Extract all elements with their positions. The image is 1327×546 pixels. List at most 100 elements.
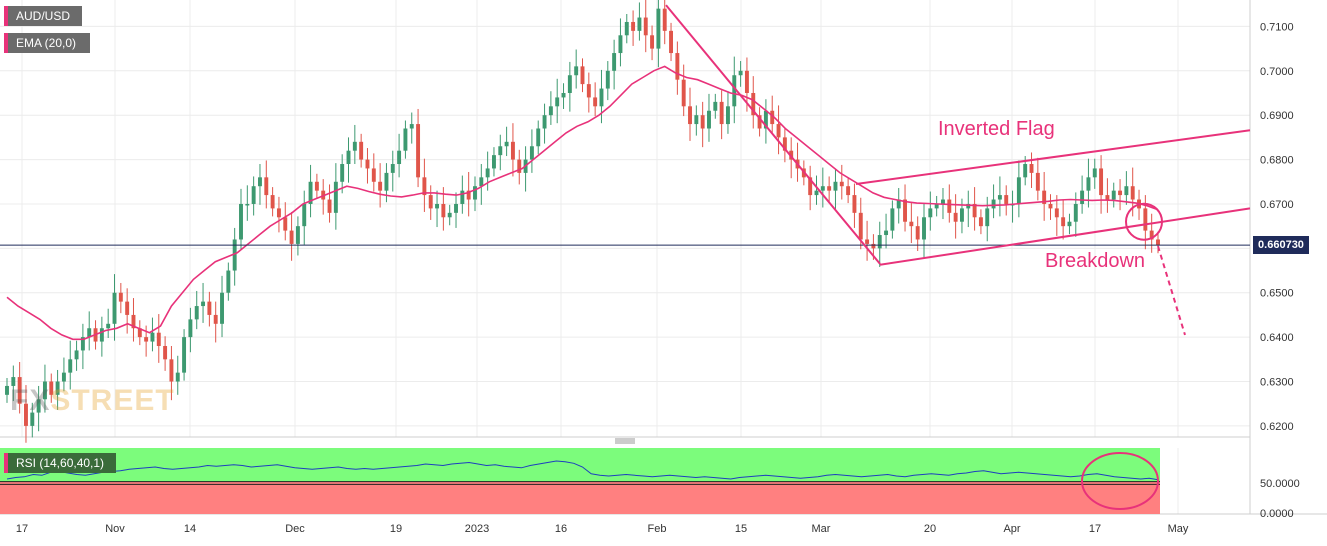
y-tick-label: 0.6700: [1260, 199, 1294, 211]
downtrend-line: [665, 4, 881, 265]
candle-body: [782, 137, 787, 151]
candle-body: [194, 306, 199, 320]
candle-body: [365, 159, 370, 169]
candle-body: [669, 30, 673, 54]
candle-body: [498, 146, 503, 156]
candle-body: [163, 346, 168, 360]
y-tick-label: 0.6300: [1260, 377, 1294, 389]
y-tick-label: 0.6400: [1260, 332, 1294, 344]
candle-body: [732, 75, 737, 107]
candle-body: [454, 203, 458, 213]
rsi-lower-zone: [0, 481, 1160, 514]
candle-body: [567, 75, 572, 93]
candle-body: [1004, 195, 1009, 204]
flag-upper-line: [855, 129, 1251, 185]
x-tick-label: 17: [1089, 523, 1101, 535]
candle-body: [87, 328, 92, 338]
candle-body: [403, 128, 408, 151]
candle-body: [144, 337, 149, 342]
candle-body: [283, 217, 288, 231]
candle-body: [922, 217, 926, 240]
candle-body: [1042, 190, 1047, 204]
candle-body: [61, 372, 66, 382]
candle-body: [17, 377, 22, 404]
legend-rsi[interactable]: RSI (14,60,40,1): [4, 453, 116, 473]
candle-body: [359, 141, 364, 160]
candle-body: [5, 385, 9, 395]
fxstreet-watermark: FXSTREET: [10, 384, 175, 418]
candle-body: [605, 70, 610, 89]
candle-body: [618, 35, 623, 54]
candle-body: [479, 177, 484, 187]
candle-body: [327, 199, 332, 213]
candle-body: [675, 53, 680, 80]
legend-pair-swatch: [4, 6, 8, 26]
candle-body: [340, 164, 345, 182]
candle-body: [865, 239, 870, 244]
candle-body: [409, 124, 414, 129]
candle-body: [251, 186, 256, 204]
x-tick-label: 19: [390, 523, 402, 535]
candle-body: [239, 203, 243, 240]
candle-body: [99, 328, 104, 342]
candle-body: [548, 106, 553, 116]
x-tick-label: Feb: [648, 523, 667, 535]
candle-body: [814, 190, 819, 196]
rsi-y-tick-label: 50.0000: [1260, 478, 1300, 490]
x-tick-label: Mar: [812, 523, 831, 535]
candle-body: [776, 124, 781, 138]
candle-body: [959, 208, 964, 222]
candle-body: [643, 17, 648, 36]
legend-ema-label: EMA (20,0): [16, 36, 77, 50]
legend-rsi-label: RSI (14,60,40,1): [16, 456, 105, 470]
legend-pair[interactable]: AUD/USD: [4, 6, 82, 26]
y-tick-label: 0.6500: [1260, 288, 1294, 300]
candle-body: [991, 199, 996, 209]
candle-body: [447, 212, 452, 218]
candle-body: [397, 150, 402, 165]
candle-body: [631, 21, 636, 31]
candle-body: [112, 292, 117, 324]
candle-body: [517, 159, 522, 173]
candle-body: [175, 372, 180, 382]
annotation-lines: [665, 4, 1251, 336]
candle-body: [751, 92, 756, 116]
candle-body: [106, 323, 111, 329]
candle-body: [846, 186, 851, 196]
breakdown-circle: [1125, 202, 1163, 241]
candle-body: [137, 328, 142, 338]
y-tick-label: 0.6900: [1260, 110, 1294, 122]
candle-body: [858, 212, 863, 240]
candle-body: [1124, 186, 1129, 196]
candle-body: [1035, 172, 1040, 191]
candle-body: [371, 168, 376, 182]
candle-body: [694, 115, 699, 125]
candle-body: [700, 115, 705, 129]
x-tick-label: 16: [555, 523, 567, 535]
candle-body: [232, 239, 237, 271]
watermark-street: STREET: [50, 384, 175, 417]
candle-body: [466, 190, 471, 200]
candle-body: [346, 150, 351, 165]
flag-lower-line: [879, 207, 1251, 266]
x-tick-label: May: [1168, 523, 1189, 535]
legend-ema-swatch: [4, 33, 8, 53]
candle-body: [333, 181, 338, 213]
candle-body: [207, 301, 212, 315]
price-panel-bg: [0, 0, 1250, 437]
candle-body: [871, 243, 876, 249]
candle-body: [80, 337, 85, 351]
candle-body: [220, 292, 224, 324]
legend-ema[interactable]: EMA (20,0): [4, 33, 90, 53]
candle-body: [656, 8, 661, 49]
candle-body: [1099, 168, 1104, 196]
candle-body: [49, 381, 54, 395]
x-tick-label: 14: [184, 523, 196, 535]
candle-body: [877, 235, 882, 249]
y-tick-label: 0.7000: [1260, 66, 1294, 78]
candle-body: [947, 199, 952, 213]
candle-body: [384, 172, 389, 191]
candle-body: [852, 195, 857, 213]
candle-body: [460, 190, 465, 204]
x-tick-label: Dec: [285, 523, 305, 535]
